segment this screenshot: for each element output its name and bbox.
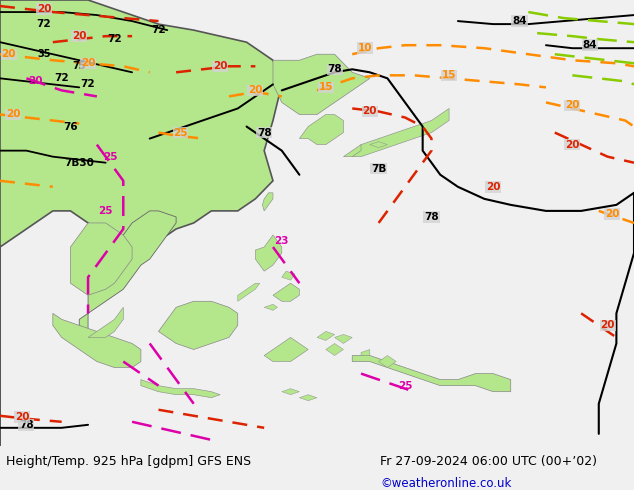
Text: 20: 20	[486, 182, 500, 192]
Polygon shape	[264, 304, 278, 310]
Text: 7B30: 7B30	[64, 158, 94, 168]
Text: 72: 72	[151, 25, 166, 35]
Polygon shape	[273, 283, 299, 301]
Text: 35: 35	[37, 49, 51, 59]
Text: 72: 72	[37, 19, 51, 29]
Text: Height/Temp. 925 hPa [gdpm] GFS ENS: Height/Temp. 925 hPa [gdpm] GFS ENS	[6, 455, 252, 468]
Text: 20: 20	[565, 100, 579, 110]
Polygon shape	[344, 145, 361, 157]
Text: 72: 72	[55, 74, 69, 83]
Polygon shape	[262, 193, 273, 211]
Polygon shape	[353, 108, 449, 157]
Text: 72: 72	[81, 79, 95, 89]
Polygon shape	[53, 313, 141, 368]
Polygon shape	[256, 235, 281, 271]
Polygon shape	[353, 356, 511, 392]
Text: 20: 20	[363, 106, 377, 117]
Text: 20: 20	[72, 31, 86, 41]
Text: 15: 15	[442, 71, 456, 80]
Text: 20: 20	[28, 76, 42, 86]
Polygon shape	[88, 307, 123, 338]
Text: 20: 20	[15, 412, 29, 422]
Polygon shape	[378, 356, 396, 368]
Polygon shape	[79, 211, 176, 331]
Text: 20: 20	[81, 58, 95, 68]
Text: 20: 20	[565, 140, 579, 149]
Text: 7B: 7B	[371, 164, 386, 174]
Polygon shape	[370, 142, 387, 147]
Polygon shape	[70, 223, 132, 295]
Polygon shape	[238, 283, 260, 301]
Text: 84: 84	[583, 40, 597, 50]
Polygon shape	[299, 394, 317, 401]
Polygon shape	[273, 54, 370, 115]
Text: 72: 72	[107, 34, 122, 44]
Polygon shape	[264, 338, 308, 362]
Text: 25: 25	[398, 381, 412, 391]
Polygon shape	[281, 389, 299, 394]
Polygon shape	[326, 343, 344, 356]
Text: 84: 84	[512, 16, 527, 26]
Polygon shape	[158, 301, 238, 349]
Polygon shape	[281, 271, 295, 280]
Text: 10: 10	[358, 43, 373, 53]
Text: 25: 25	[103, 152, 117, 162]
Text: 15: 15	[318, 82, 333, 93]
Text: 20: 20	[605, 209, 619, 219]
Text: 25: 25	[98, 206, 113, 216]
Text: ©weatheronline.co.uk: ©weatheronline.co.uk	[380, 477, 512, 490]
Text: 78: 78	[257, 127, 271, 138]
Polygon shape	[0, 0, 281, 446]
Text: 75: 75	[72, 61, 86, 71]
Text: 20: 20	[1, 49, 16, 59]
Text: 20: 20	[213, 61, 228, 71]
Text: 20: 20	[248, 85, 262, 96]
Text: 78: 78	[19, 420, 34, 430]
Text: 20: 20	[600, 320, 615, 330]
Text: 78: 78	[327, 64, 342, 74]
Text: 76: 76	[63, 122, 78, 131]
Text: 78: 78	[424, 212, 439, 222]
Text: 23: 23	[275, 236, 289, 246]
Text: 20: 20	[6, 109, 20, 120]
Polygon shape	[317, 331, 335, 341]
Polygon shape	[141, 380, 220, 398]
Text: 25: 25	[173, 127, 188, 138]
Text: 20: 20	[37, 4, 51, 14]
Polygon shape	[299, 115, 344, 145]
Polygon shape	[361, 349, 370, 356]
Text: Fr 27-09-2024 06:00 UTC (00+ʼ02): Fr 27-09-2024 06:00 UTC (00+ʼ02)	[380, 455, 597, 468]
Polygon shape	[335, 335, 353, 343]
